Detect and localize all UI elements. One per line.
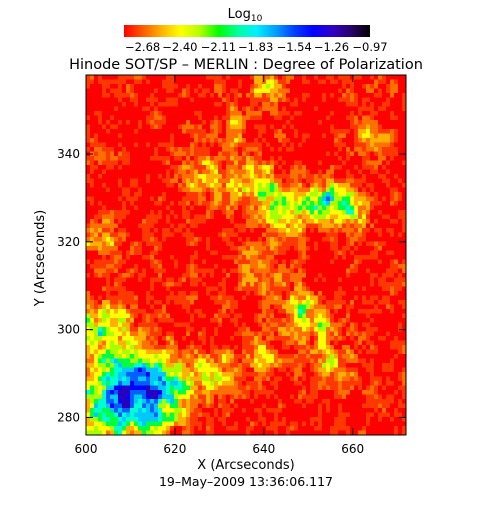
colorbar-tick-label: −1.54	[277, 40, 312, 54]
y-tick-label: 300	[57, 323, 80, 337]
colorbar-ticks: −2.68 −2.40 −2.11 −1.83 −1.54 −1.26 −0.97	[125, 40, 388, 54]
chart-title: Hinode SOT/SP – MERLIN : Degree of Polar…	[69, 57, 423, 73]
heatmap-field	[86, 75, 406, 435]
colorbar-tick-label: −2.40	[162, 40, 197, 54]
colorbar: Log10 −2.68 −2.40 −2.11 −1.83 −1.54 −1.26 −0.9…	[124, 7, 388, 54]
y-axis-label: Y (Arcseconds)	[33, 210, 48, 307]
plot-frame	[85, 74, 407, 436]
colorbar-tick-label: −1.26	[314, 40, 349, 54]
axis-ticks: 600 620 640 660 280 300 320 340	[57, 75, 406, 456]
x-tick-label: 620	[163, 442, 186, 456]
x-tick-label: 660	[341, 442, 364, 456]
colorbar-tick-label: −2.11	[201, 40, 236, 54]
x-axis-label: X (Arcseconds)	[197, 458, 294, 473]
y-tick-label: 340	[57, 147, 80, 161]
y-tick-label: 320	[57, 235, 80, 249]
colorbar-tick-label: −1.83	[238, 40, 273, 54]
colorbar-tick-label: −2.68	[125, 40, 160, 54]
colorbar-title-base: Log	[228, 7, 251, 22]
y-tick-label: 280	[57, 410, 80, 424]
colorbar-gradient	[124, 25, 370, 37]
colorbar-title: Log10	[228, 7, 263, 24]
colorbar-title-subscript: 10	[251, 14, 263, 24]
x-tick-label: 640	[252, 442, 275, 456]
x-tick-label: 600	[75, 442, 98, 456]
observation-timestamp: 19–May–2009 13:36:06.117	[159, 474, 333, 489]
colorbar-tick-label: −0.97	[352, 40, 387, 54]
